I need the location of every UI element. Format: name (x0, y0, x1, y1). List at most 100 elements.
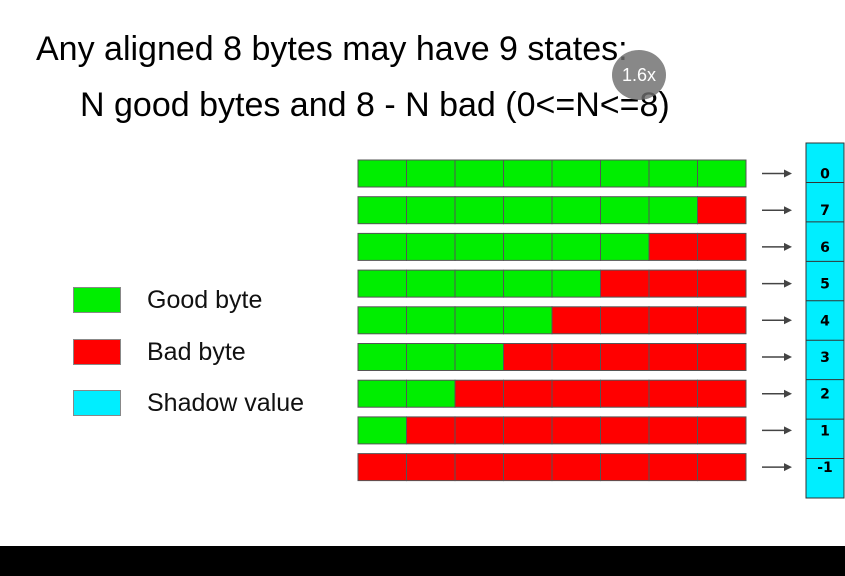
good-byte-cell (503, 269, 553, 298)
bad-byte-cell (648, 453, 698, 482)
bad-byte-cell (697, 269, 747, 298)
legend-label-shadow: Shadow value (147, 388, 305, 417)
good-byte-cell (406, 159, 456, 188)
bad-byte-cell (600, 269, 650, 298)
good-byte-cell (648, 159, 698, 188)
bad-byte-cell (648, 379, 698, 408)
title-line-1: Any aligned 8 bytes may have 9 states: (36, 30, 628, 68)
good-byte-cell (454, 232, 504, 261)
good-byte-swatch (73, 287, 121, 313)
good-byte-cell (600, 159, 650, 188)
playback-speed-badge[interactable]: 1.6x (612, 50, 666, 100)
bad-byte-cell (454, 379, 504, 408)
arrow-head-icon (784, 463, 792, 472)
good-byte-cell (406, 379, 456, 408)
bad-byte-cell (600, 343, 650, 371)
arrow-head-icon (784, 316, 792, 325)
arrow-head-icon (784, 206, 792, 215)
legend-bad-byte: Bad byte (73, 337, 246, 367)
bad-byte-cell (503, 379, 553, 408)
good-byte-cell (503, 159, 553, 188)
good-byte-cell (551, 159, 601, 188)
bad-byte-cell (454, 453, 504, 482)
good-byte-cell (697, 159, 747, 188)
good-byte-cell (503, 196, 553, 225)
bad-byte-cell (697, 343, 747, 371)
good-byte-cell (454, 306, 504, 335)
bad-byte-cell (357, 453, 407, 482)
bad-byte-cell (697, 196, 747, 225)
bad-byte-cell (503, 453, 553, 482)
arrow-head-icon (784, 353, 792, 361)
shadow-value-label: 0 (820, 167, 830, 183)
bad-byte-cell (454, 416, 504, 445)
shadow-value-label: 5 (820, 277, 830, 293)
bad-byte-cell (551, 379, 601, 408)
good-byte-cell (406, 232, 456, 261)
good-byte-cell (503, 306, 553, 335)
bad-byte-cell (697, 453, 747, 482)
arrow-head-icon (784, 389, 792, 398)
legend-label-bad: Bad byte (147, 337, 246, 366)
bad-byte-cell (551, 306, 601, 335)
good-byte-cell (600, 232, 650, 261)
arrow-head-icon (784, 242, 792, 251)
bad-byte-cell (503, 416, 553, 445)
video-control-bar (0, 546, 845, 576)
bad-byte-cell (648, 416, 698, 445)
bad-byte-cell (697, 306, 747, 335)
legend-shadow-value: Shadow value (73, 388, 304, 418)
title-line-2: N good bytes and 8 - N bad (0<=N<=8) (80, 86, 670, 124)
good-byte-cell (357, 343, 407, 371)
bad-byte-cell (600, 306, 650, 335)
good-byte-cell (357, 306, 407, 335)
legend-label-good: Good byte (147, 285, 263, 314)
bad-byte-cell (697, 232, 747, 261)
good-byte-cell (406, 306, 456, 335)
bad-byte-swatch (73, 339, 121, 365)
bad-byte-cell (648, 232, 698, 261)
shadow-value-label: 1 (820, 423, 830, 439)
good-byte-cell (551, 196, 601, 225)
shadow-value-label: 6 (820, 240, 830, 256)
good-byte-cell (406, 343, 456, 371)
shadow-value-label: -1 (817, 460, 833, 476)
good-byte-cell (503, 232, 553, 261)
bad-byte-cell (551, 453, 601, 482)
bad-byte-cell (697, 416, 747, 445)
good-byte-cell (357, 232, 407, 261)
good-byte-cell (357, 379, 407, 408)
bad-byte-cell (503, 343, 553, 371)
good-byte-cell (357, 159, 407, 188)
bad-byte-cell (600, 416, 650, 445)
good-byte-cell (357, 196, 407, 225)
shadow-value-label: 4 (820, 313, 830, 329)
good-byte-cell (454, 196, 504, 225)
good-byte-cell (551, 232, 601, 261)
bad-byte-cell (697, 379, 747, 408)
good-byte-cell (551, 269, 601, 298)
arrow-head-icon (784, 426, 792, 435)
arrow-head-icon (784, 169, 792, 178)
good-byte-cell (454, 343, 504, 371)
bad-byte-cell (551, 343, 601, 371)
bad-byte-cell (551, 416, 601, 445)
legend-good-byte: Good byte (73, 285, 262, 315)
good-byte-cell (600, 196, 650, 225)
good-byte-cell (357, 416, 407, 445)
good-byte-cell (406, 269, 456, 298)
shadow-value-swatch (73, 390, 121, 416)
shadow-column (805, 142, 845, 499)
good-byte-cell (357, 269, 407, 298)
bad-byte-cell (648, 306, 698, 335)
good-byte-cell (406, 196, 456, 225)
bad-byte-cell (648, 269, 698, 298)
bad-byte-cell (406, 453, 456, 482)
bad-byte-cell (406, 416, 456, 445)
bad-byte-cell (600, 379, 650, 408)
shadow-value-label: 3 (820, 350, 830, 366)
good-byte-cell (454, 269, 504, 298)
bad-byte-cell (648, 343, 698, 371)
good-byte-cell (454, 159, 504, 188)
